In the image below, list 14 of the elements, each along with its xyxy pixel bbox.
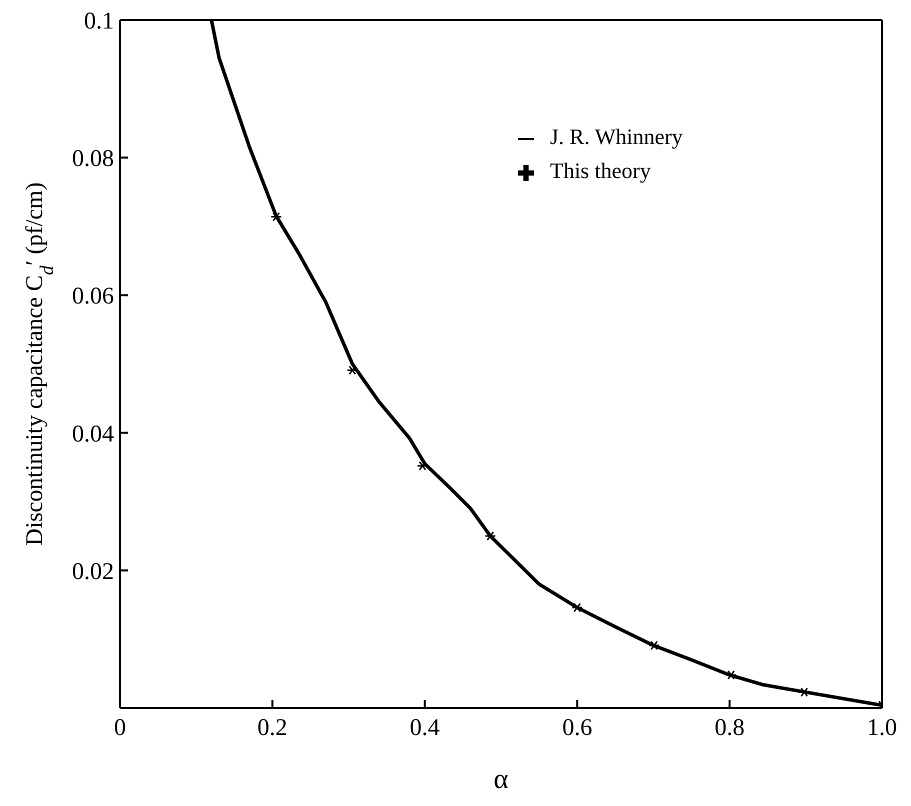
y-tick-label: 0.08: [72, 146, 114, 172]
x-tick-label: 0.2: [257, 715, 288, 742]
y-tick-label: 0.1: [84, 8, 114, 35]
x-axis-title: α: [494, 764, 509, 795]
x-tick-label: 0: [114, 715, 126, 742]
x-tick-label: 0.8: [714, 715, 745, 742]
y-tick-label: 0.04: [72, 421, 114, 448]
x-tick-label: 0.4: [410, 715, 440, 742]
legend-label: This theory: [550, 158, 651, 183]
y-tick-label: 0.02: [72, 558, 114, 585]
x-tick-label: 1.0: [867, 715, 897, 742]
x-tick-label: 0.6: [562, 715, 592, 742]
y-tick-label: 0.06: [72, 284, 114, 310]
legend-label: J. R. Whinnery: [550, 124, 683, 149]
